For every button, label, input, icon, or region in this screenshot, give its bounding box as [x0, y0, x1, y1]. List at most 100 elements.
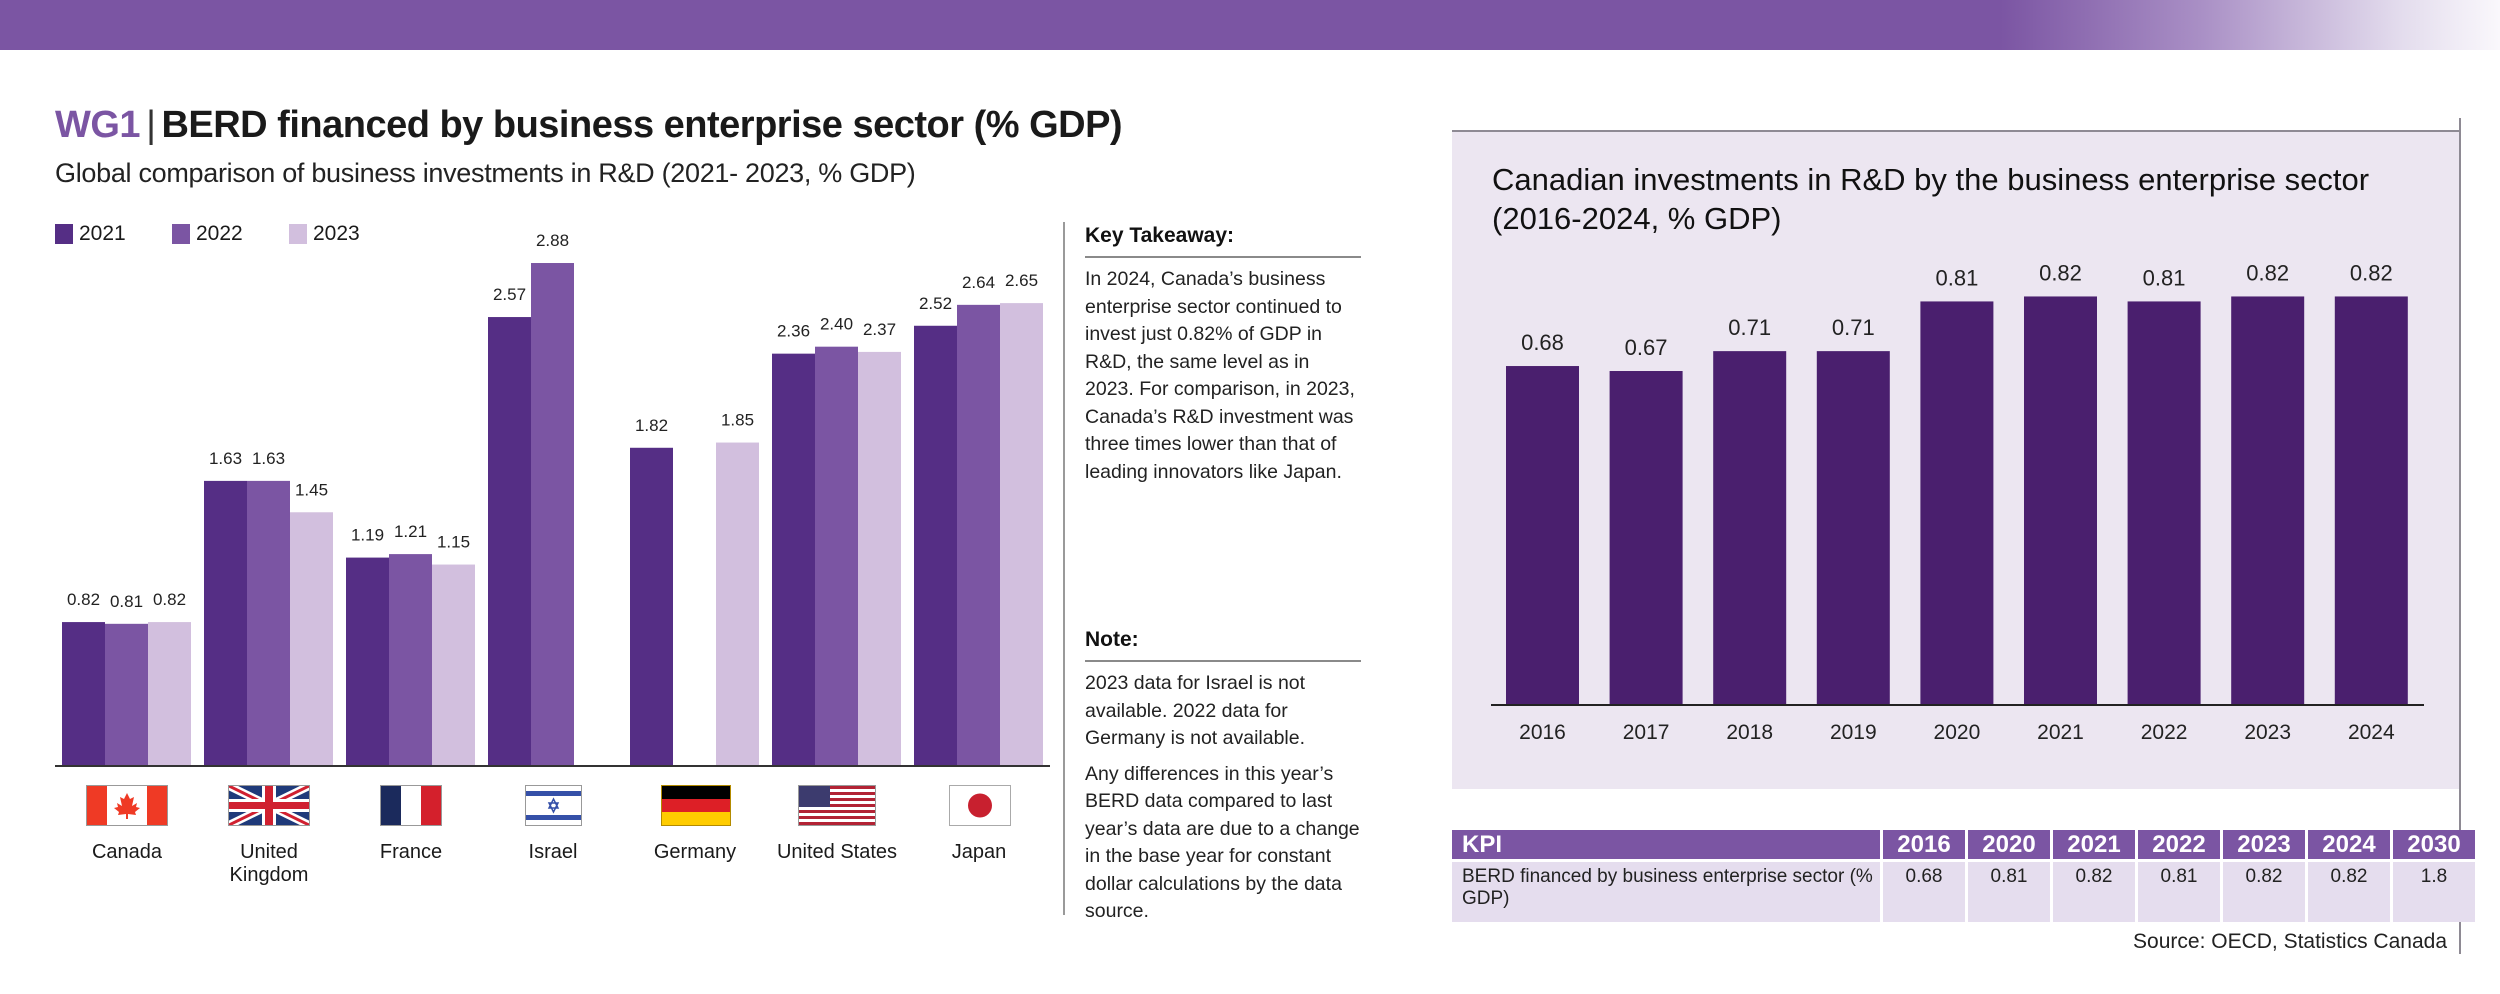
value-label-2016: 0.68 [1521, 330, 1564, 355]
japan-flag-svg [950, 786, 1010, 825]
kpi-name-cell: BERD financed by business enterprise sec… [1452, 859, 1880, 922]
bar-canada-2021 [2024, 296, 2097, 704]
bar-canada-2017 [1609, 371, 1683, 704]
value-label-japan-2022: 2.64 [962, 273, 995, 292]
x-tick-label-2021: 2021 [2037, 721, 2084, 744]
kpi-header-cell: 2030 [2393, 830, 2475, 859]
legend-label: 2022 [196, 222, 243, 245]
key-takeaway-box: Key Takeaway: In 2024, Canada’s business… [1085, 222, 1361, 486]
bar-canada-2021 [62, 622, 105, 765]
bar-canada-2022 [2127, 301, 2201, 704]
country-label-united-kingdom: United Kingdom [229, 841, 309, 886]
left-bars-group [62, 263, 1043, 765]
x-tick-label-2022: 2022 [2141, 721, 2188, 744]
source-note: Source: OECD, Statistics Canada [2133, 930, 2447, 953]
canada-trend-title: Canadian investments in R&D by the busin… [1492, 162, 2370, 236]
country-label-united-states: United States [776, 841, 898, 863]
panel-right-border [2459, 118, 2461, 954]
kpi-value-cell: 0.82 [2308, 859, 2390, 922]
country-label-canada: Canada [91, 841, 163, 863]
value-label-germany-2021: 1.82 [635, 416, 668, 435]
value-label-france-2023: 1.15 [437, 533, 470, 552]
value-label-japan-2021: 2.52 [919, 294, 952, 313]
israel-flag-icon [525, 785, 582, 826]
canada-flag-svg [87, 786, 167, 825]
country-label-japan: Japan [951, 841, 1007, 863]
x-tick-label-2018: 2018 [1726, 721, 1773, 744]
left-value-labels-group: 0.82 0.81 0.82 1.63 1.63 1.45 1.19 1.21 1.15 2.57… [67, 231, 1038, 611]
kpi-header-row: KPI 2016 2020 2021 2022 2023 2024 2030 [1452, 830, 2475, 859]
legend-item-2021: 2021 [55, 222, 172, 246]
bar-japan-2023 [1000, 303, 1043, 765]
value-label-germany-2023: 1.85 [721, 411, 754, 430]
right-bars-group [1506, 296, 2408, 704]
value-label-2021: 0.82 [2039, 260, 2082, 285]
bar-japan-2021 [914, 325, 957, 765]
israel-flag-svg [526, 786, 581, 825]
bar-canada-2016 [1506, 366, 1579, 704]
kpi-header-cell: 2024 [2308, 830, 2390, 859]
kpi-value-cell: 0.81 [1968, 859, 2050, 922]
kpi-header-cell: 2016 [1883, 830, 1965, 859]
bar-israel-2021 [488, 317, 531, 765]
bar-canada-2019 [1816, 351, 1890, 704]
value-label-canada-2022: 0.81 [110, 592, 143, 611]
value-label-canada-2021: 0.82 [67, 590, 100, 609]
bar-united-states-2021 [772, 353, 815, 765]
bar-germany-2021 [630, 447, 673, 765]
note-paragraph: Any differences in this year’s BERD data… [1085, 762, 1360, 923]
bar-united-kingdom-2022 [247, 480, 290, 765]
germany-flag-icon [661, 785, 731, 826]
page-subtitle: Global comparison of business investment… [55, 158, 916, 188]
kpi-header-cell: 2021 [2053, 830, 2135, 859]
value-label-united-kingdom-2021: 1.63 [209, 449, 242, 468]
bar-canada-2020 [1920, 301, 1994, 704]
x-tick-label-2020: 2020 [1934, 721, 1981, 744]
value-label-israel-2022: 2.88 [536, 231, 569, 250]
value-label-2018: 0.71 [1728, 315, 1771, 340]
global-comparison-chart: 0.82 0.81 0.82 1.63 1.63 1.45 1.19 1.21 1.15 2.57… [55, 231, 1050, 767]
value-label-2017: 0.67 [1625, 335, 1668, 360]
x-tick-label-2016: 2016 [1519, 721, 1566, 744]
kpi-value-cell: 0.82 [2053, 859, 2135, 922]
note-heading: Note: [1085, 626, 1361, 662]
france-flag-icon [380, 785, 442, 826]
legend-swatch-2021 [55, 224, 73, 244]
kpi-value-cell: 1.8 [2393, 859, 2475, 922]
bar-france-2021 [346, 557, 389, 765]
key-takeaway-text: In 2024, Canada’s business enterprise se… [1085, 268, 1355, 483]
kpi-header-cell: 2023 [2223, 830, 2305, 859]
bar-japan-2022 [957, 304, 1000, 765]
chart-legend: 2021 2022 2023 [55, 222, 406, 246]
kpi-value-cell: 0.82 [2223, 859, 2305, 922]
value-label-2024: 0.82 [2350, 260, 2393, 285]
japan-flag-icon [949, 785, 1011, 826]
country-label-france: France [379, 841, 443, 863]
legend-swatch-2022 [172, 224, 190, 244]
uk-flag-svg [229, 786, 309, 825]
value-label-2023: 0.82 [2246, 260, 2289, 285]
bar-united-kingdom-2021 [204, 480, 247, 765]
bar-united-states-2023 [858, 351, 901, 765]
value-label-france-2022: 1.21 [394, 522, 427, 541]
x-tick-label-2019: 2019 [1830, 721, 1877, 744]
value-label-united-kingdom-2023: 1.45 [295, 480, 328, 499]
kpi-table: KPI 2016 2020 2021 2022 2023 2024 2030 B… [1449, 830, 2478, 922]
x-tick-label-2023: 2023 [2244, 721, 2291, 744]
bar-canada-2022 [105, 623, 148, 765]
note-box: Note: 2023 data for Israel is not availa… [1085, 626, 1361, 926]
value-label-united-states-2022: 2.40 [820, 315, 853, 334]
value-label-japan-2023: 2.65 [1005, 271, 1038, 290]
title-text: BERD financed by business enterprise sec… [161, 104, 1123, 146]
value-label-united-kingdom-2022: 1.63 [252, 449, 285, 468]
legend-label: 2021 [79, 222, 126, 245]
title-separator: | [146, 104, 156, 146]
germany-flag-svg [662, 786, 730, 825]
value-label-united-states-2023: 2.37 [863, 320, 896, 339]
bar-france-2023 [432, 564, 475, 765]
bar-united-states-2022 [815, 346, 858, 765]
bar-canada-2018 [1713, 351, 1787, 704]
country-label-germany: Germany [653, 841, 737, 863]
value-label-united-states-2021: 2.36 [777, 322, 810, 341]
